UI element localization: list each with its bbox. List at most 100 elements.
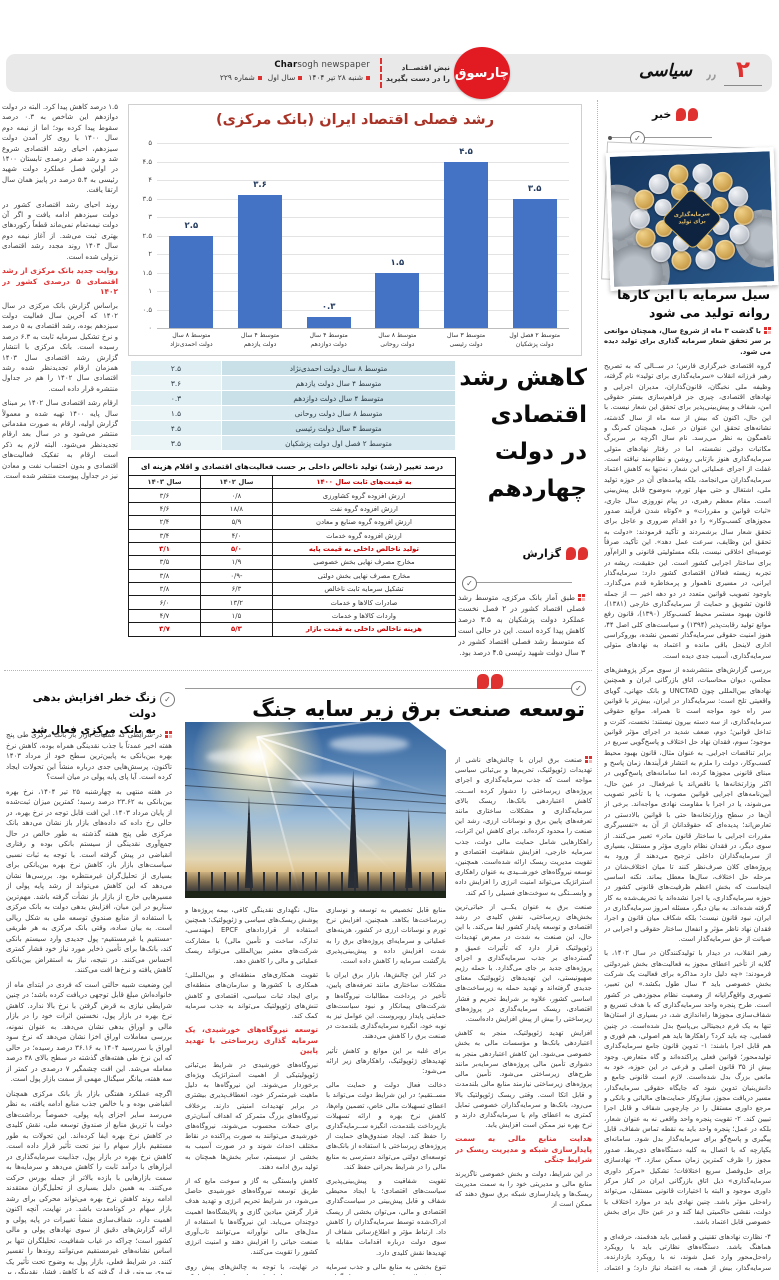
- row-label: متوسط ۴ سال دولت دوازدهم: [221, 390, 456, 406]
- body-paragraph: در ۸ سال دولت حسن روحانی اقتصاد ایران با…: [458, 663, 585, 665]
- paper-name-english: Charsogh newspaper: [274, 60, 370, 70]
- electric-col-middle: منابع قابل تخصیص به توسعه و نوسازی زیرسا…: [326, 905, 446, 1275]
- row-value: ۴/۶: [128, 501, 201, 517]
- body-paragraph: در شرایطی که عملیات بازار باز بانک مرکزی…: [6, 731, 172, 781]
- table-row: واردات کالاها و خدمات ۱/۵ ۴/۷: [128, 608, 457, 624]
- table-row: ارزش افزوده گروه صنایع و معادن ۵/۹ ۲/۴: [128, 515, 457, 530]
- y-axis-tick: ۳: [148, 213, 152, 221]
- y-axis-tick: ۰.۵: [142, 305, 152, 314]
- row-label: متوسط ۳ سال دولت رئیسی: [221, 420, 456, 436]
- y-axis-tick: ۲.۵: [142, 231, 152, 240]
- table-row: تشکیل سرمایه ثابت ناخالص ۶/۳ ۳/۸: [128, 581, 457, 597]
- row-label: ارزش افزوده گروه صنایع و معادن: [271, 515, 457, 530]
- gridline: [157, 235, 569, 237]
- body-paragraph: دخالت فعال دولت و حمایت مالی مســتقیم؛ د…: [326, 1081, 446, 1171]
- report-headline: کاهش رشد اقتصادی در دولت چهاردهم: [458, 360, 587, 508]
- row-value: ۳/۶: [128, 488, 201, 503]
- body-paragraph: بررسی گزارش‌های منتشرشده از سوی مرکز پژو…: [604, 666, 771, 943]
- column-header: به قیمت‌های ثابت سال ۱۴۰۰: [271, 474, 457, 490]
- table-row: تولید ناخالص داخلی به قیمت پایه ۵/۰ ۳/۱: [128, 541, 457, 557]
- bullet-icon: [366, 75, 370, 80]
- gdp-growth-table: درصد تغییر (رشد) تولید ناخالص داخلی بر ح…: [128, 457, 457, 637]
- bullet-icon: [257, 75, 262, 80]
- section-title: سیاسی: [639, 61, 692, 81]
- chart-bar: [444, 161, 488, 328]
- body-paragraph: برای غلبه بر این موانع و کاهش تأثیر تهدی…: [326, 1046, 446, 1076]
- section-divider: [4, 670, 592, 671]
- electric-headline: توسعه صنعت برق زیر سایه جنگ: [252, 697, 585, 721]
- red-subheading: هدایت منابع مالی به سمت پایدارسازی شبکه …: [455, 1134, 592, 1165]
- table-row: متوسط ۳ سال دولت رئیسی ۴.۵: [130, 420, 456, 436]
- row-value: ۳.۶: [130, 375, 222, 391]
- coin-icon: [634, 189, 655, 210]
- row-value: ۳/۵: [128, 555, 201, 570]
- coins-image: سرمایه‌گذاری برای تولید: [605, 147, 779, 291]
- column-divider: [597, 100, 598, 1272]
- headline-line: کاهش رشد: [459, 365, 587, 391]
- transmission-tower: [244, 796, 254, 888]
- table-title: درصد تغییر (رشد) تولید ناخالص داخلی بر ح…: [128, 457, 456, 476]
- news-headline: سیل سرمایه با این کارها روانه تولید می شو…: [604, 286, 770, 322]
- coin-icon: [671, 249, 693, 271]
- x-axis-category-label: متوسط ۴ سال دولت دوازدهم: [309, 332, 348, 348]
- body-paragraph: تقویت همکاری‌های منطقه‌ای و بین‌المللی؛ …: [185, 971, 318, 1021]
- row-label: متوسط ۴ سال دولت یازدهم: [221, 375, 456, 391]
- row-value: ۵/۳: [199, 622, 273, 637]
- page-number: ۲: [735, 57, 751, 83]
- column-header: سال ۱۴۰۳: [128, 474, 201, 490]
- headline-line: زنگ خطر افزایش بدهی دولت: [32, 692, 156, 720]
- gridline: [157, 198, 569, 200]
- body-paragraph: اگرچه عملکرد هفتگی بازار باز بانک مرکزی …: [6, 1089, 172, 1275]
- coin-icon: [691, 163, 713, 185]
- row-value: ۳/۷: [128, 622, 201, 637]
- body-paragraph: مثال، نگهداری نقدینگی کافی، بیمه پروژه‌ه…: [185, 906, 318, 966]
- bar-value-label: ۳.۵: [527, 183, 542, 194]
- gridline: [157, 143, 569, 144]
- y-axis-tick: ۴: [148, 176, 152, 184]
- body-paragraph: در هفته منتهی به چهارشنبه ۲۵ تیر ۱۴۰۴، ن…: [6, 787, 172, 975]
- bar-value-label: ۳.۶: [253, 179, 267, 190]
- article-start-icon: [165, 731, 172, 738]
- row-label: تولید ناخالص داخلی به قیمت پایه: [271, 541, 457, 557]
- body-paragraph: ۱.۵ درصد کاهش پیدا کرد. البته در دولت دو…: [2, 103, 118, 195]
- kicker-rule: [608, 135, 712, 140]
- row-value: ۱/۹: [199, 555, 273, 570]
- headline-line: اقتصادی: [490, 402, 587, 428]
- newspaper-logo: چارسوق: [454, 47, 510, 99]
- news-article-body: با گذشت ۳ ماه از شروع سال، همچنان موانعی…: [604, 326, 771, 1272]
- row-label: متوسط ۸ سال دولت روحانی: [221, 405, 456, 421]
- gridline: [157, 254, 569, 255]
- bottom-left-headline: زنگ خطر افزایش بدهی دولت به بانک مرکزی فع…: [6, 690, 156, 738]
- row-value: ۳/۸: [128, 581, 201, 597]
- table-row: مخارج مصرف نهایی بخش خصوصی ۱/۹ ۳/۵: [128, 555, 457, 570]
- row-value: ۱/۵: [199, 608, 273, 624]
- table-row: متوسط ۴ سال دولت یازدهم ۳.۶: [130, 375, 456, 391]
- row-value: ۶/۳: [199, 581, 273, 597]
- page-number-rule: [724, 85, 762, 86]
- headline-line: به بانک مرکزی فعال شد: [30, 724, 156, 736]
- coin-icon: [668, 164, 690, 185]
- gridline: [157, 309, 569, 311]
- chart-bar: [375, 272, 420, 328]
- date-row: شنبه ۲۸ تیر ۱۴۰۴ سال اول شماره ۲۲۹: [210, 73, 370, 82]
- body-paragraph: صنعت برق ایران با چالش‌های ناشی از تهدید…: [455, 756, 592, 897]
- x-axis-category-label: متوسط ۴ سال دولت یازدهم: [240, 332, 280, 348]
- y-axis-tick: ۵: [148, 139, 152, 147]
- y-axis-tick: ۰: [148, 324, 152, 332]
- body-paragraph: ارقام رشد اقتصادی سال ۱۴۰۲ بر مبنای سال …: [2, 399, 118, 481]
- body-paragraph: در این شرایط، دولت و بخش خصوصی ناگزیرند …: [455, 1169, 592, 1209]
- body-paragraph: رهبر انقلاب، در دیدار با تولیدکنندگان در…: [604, 949, 771, 1227]
- column-header: سال ۱۴۰۲: [199, 474, 273, 490]
- left-top-article-body: ۱.۵ درصد کاهش پیدا کرد. البته در دولت دو…: [2, 102, 118, 660]
- x-axis-category-label: متوسط ۳ سال دولت رئیسی: [446, 332, 486, 348]
- body-paragraph: صنعت برق به عنوان یکــی از حیاتی‌ترین بخ…: [455, 902, 592, 1024]
- masthead-bar: ۲ ٫٫ سیاسی چارسوق نبض اقتصــاد را در دست…: [6, 47, 772, 99]
- row-value: ۰.۳: [130, 390, 222, 406]
- bar-value-label: ۲.۵: [184, 220, 199, 231]
- row-label: هزینه ناخالص داخلی به قیمت بازار: [271, 622, 457, 637]
- chart-plot-area: ۵ ۴.۵ ۴ ۳.۵ ۳ ۲.۵ ۲ ۱.۵ ۱ ۰.۵ ۰ ۲.۵ متوسط ۸ سال دولت …: [143, 139, 569, 348]
- row-value: ۵/۹: [199, 515, 273, 530]
- chart-bar: [238, 194, 282, 328]
- gridline: [157, 180, 569, 181]
- row-label: ارزش افزوده گروه نفت: [271, 501, 457, 517]
